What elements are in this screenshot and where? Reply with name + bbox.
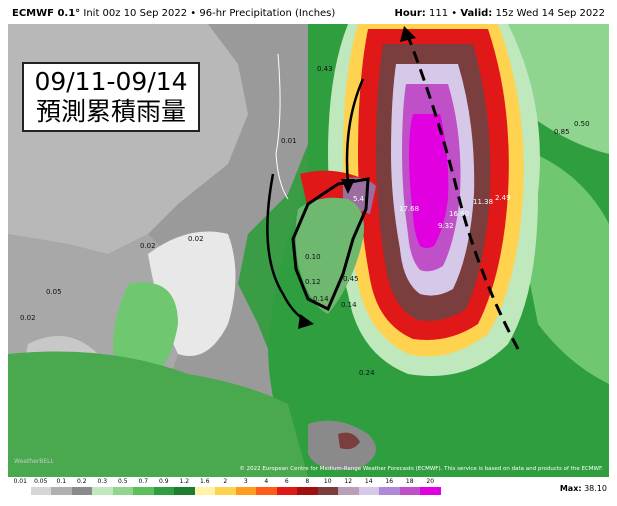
header-right: Hour: 111 • Valid: 15z Wed 14 Sep 2022: [394, 8, 605, 19]
map-graphic: [8, 24, 609, 477]
map-value: 0.01: [281, 137, 297, 145]
legend-swatch: [338, 487, 359, 495]
map-value: 0.12: [305, 278, 321, 286]
map-value: 17.68: [399, 205, 420, 213]
china-coastline: [275, 53, 289, 200]
arrow-head-north: [341, 179, 355, 194]
separator: •: [451, 8, 458, 19]
luzon-brown: [338, 432, 360, 450]
legend-swatch: [358, 487, 379, 495]
header-left: ECMWF 0.1° Init 00z 10 Sep 2022 • 96-hr …: [12, 8, 335, 19]
init-time: Init 00z 10 Sep 2022: [83, 8, 188, 19]
map-value: 11.38: [473, 198, 494, 206]
legend-swatch: [256, 487, 277, 495]
map-value: 0.45: [343, 275, 359, 283]
legend-swatch: [379, 487, 400, 495]
arrow-west-taiwan: [266, 173, 309, 324]
legend-swatch: [420, 487, 441, 495]
legend-swatch: [215, 487, 236, 495]
valid-value: 15z Wed 14 Sep 2022: [495, 8, 605, 19]
legend-tick-label: 14: [364, 478, 373, 485]
legend-swatch: [317, 487, 338, 495]
taiwan-island-rain: [295, 197, 364, 314]
legend-tick-label: 18: [405, 478, 414, 485]
legend-swatch: [153, 487, 174, 495]
hour-value: 111: [428, 8, 449, 19]
valid-label: Valid:: [460, 8, 493, 19]
overlay-dates: 09/11-09/14: [34, 67, 188, 96]
legend-tick-label: 0.01: [13, 478, 27, 485]
map-value: 0.02: [188, 235, 204, 243]
legend-tick-label: 10: [323, 478, 332, 485]
map-value: 0.14: [341, 301, 357, 309]
max-value: 38.10: [584, 484, 607, 493]
max-readout: Max: 38.10: [560, 484, 607, 493]
legend-swatch: [112, 487, 133, 495]
map-value: 0.24: [359, 369, 375, 377]
legend-tick-label: 3: [243, 478, 248, 485]
credit-text: © 2022 European Centre for Medium-Range …: [239, 466, 603, 472]
legend-tick-label: 8: [305, 478, 310, 485]
hour-label: Hour:: [394, 8, 426, 19]
legend-tick-label: 0.7: [138, 478, 149, 485]
legend-tick-label: 2: [223, 478, 228, 485]
map-value: 0.02: [20, 314, 36, 322]
overlay-caption: 預測累積雨量: [35, 97, 186, 126]
legend-swatch: [10, 487, 31, 495]
legend-tick-label: 0.5: [117, 478, 128, 485]
header-bar: ECMWF 0.1° Init 00z 10 Sep 2022 • 96-hr …: [8, 6, 609, 22]
map-value: 0.02: [140, 242, 156, 250]
legend-swatch: [71, 487, 92, 495]
map-value: 0.85: [554, 128, 570, 136]
arrow-head-west: [298, 314, 314, 329]
map-value: 5.4: [353, 195, 365, 203]
legend-swatch: [174, 487, 195, 495]
legend-tick-label: 1.6: [199, 478, 210, 485]
legend-swatch: [297, 487, 318, 495]
map-value: 0.05: [46, 288, 62, 296]
legend-swatch: [51, 487, 72, 495]
legend-tick-label: 0.1: [56, 478, 67, 485]
map-value: 0.50: [574, 120, 590, 128]
precipitation-map: 0.43 0.01 0.02 0.05 0.02 0.02 5.4 0.85 0…: [8, 24, 609, 477]
legend-swatch: [133, 487, 154, 495]
legend-tick-label: 4: [264, 478, 269, 485]
legend-swatch: [399, 487, 420, 495]
map-value: 2.49: [495, 194, 511, 202]
max-label: Max:: [559, 484, 582, 493]
legend-tick-label: 0.05: [34, 478, 48, 485]
arrow-north-taiwan: [345, 78, 365, 185]
map-value: 0.14: [313, 295, 329, 303]
legend-tick-label: 0.9: [158, 478, 169, 485]
legend-swatch: [92, 487, 113, 495]
taiwan-outline: [291, 177, 370, 312]
legend-tick-label: 1.2: [179, 478, 190, 485]
legend-tick-label: 16: [385, 478, 394, 485]
overlay-title-box: 09/11-09/14 預測累積雨量: [22, 62, 200, 132]
legend-tick-label: 0.2: [76, 478, 87, 485]
legend-swatch: [276, 487, 297, 495]
legend-swatch: [30, 487, 51, 495]
legend-tick-label: 6: [284, 478, 289, 485]
separator: •: [190, 8, 197, 19]
legend-swatch: [194, 487, 215, 495]
model-name: ECMWF 0.1°: [12, 8, 81, 19]
product-name: 96-hr Precipitation (Inches): [199, 8, 336, 19]
map-value: 0.10: [305, 253, 321, 261]
legend-tick-label: 12: [344, 478, 353, 485]
map-value: 9.32: [438, 222, 454, 230]
watermark: WeatherBELL: [14, 458, 54, 465]
map-value: 0.43: [317, 65, 333, 73]
track-arrow-head: [400, 26, 416, 42]
legend-swatch: [235, 487, 256, 495]
color-legend: 0.01 0.05 0.1 0.2 0.3 0.5 0.7 0.9 1.2 1.6 2 3 4 6 8 10 1…: [10, 478, 450, 504]
rain-band-peak: [409, 114, 449, 248]
south-sea-green: [8, 351, 308, 477]
legend-tick-label: 20: [426, 478, 435, 485]
map-value: 16.60: [449, 210, 470, 218]
legend-tick-label: 0.3: [97, 478, 108, 485]
